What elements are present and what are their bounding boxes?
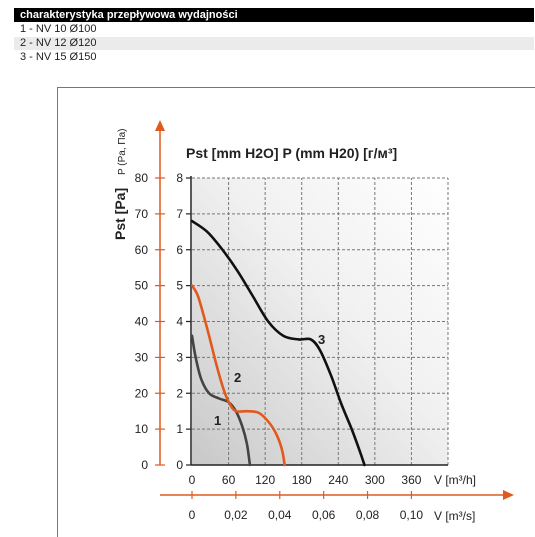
- curve-label-2: 2: [234, 370, 241, 385]
- x2-tick-label: 0,02: [224, 508, 248, 522]
- x-tick-label: 180: [292, 473, 312, 487]
- series-group: [190, 219, 366, 467]
- x2-tick-label: 0,06: [312, 508, 336, 522]
- x2-tick-label: 0: [189, 508, 196, 522]
- y-axis-label-alt: P (Pa, Па): [117, 129, 128, 175]
- x-tick-label: 360: [401, 473, 421, 487]
- y-tick-label-mm: 8: [176, 171, 183, 185]
- y-tick-label-pa: 60: [135, 243, 149, 257]
- series-curve-3: [190, 219, 366, 467]
- y-tick-label-pa: 40: [135, 315, 149, 329]
- axes: [155, 120, 514, 500]
- x-axis-arrow: [503, 490, 514, 500]
- legend-row-2: 2 - NV 12 Ø120: [14, 37, 534, 50]
- chart-title-main: Pst [mm H2O] P (mm H20) [г/м³]: [186, 145, 397, 161]
- x2-tick-label: 0,10: [400, 508, 424, 522]
- legend-row-1: 1 - NV 10 Ø100: [20, 23, 97, 35]
- y-axis-arrow: [155, 120, 165, 131]
- y-tick-label-mm: 7: [176, 207, 183, 221]
- x-tick-label: 60: [222, 473, 236, 487]
- curve-label-1: 1: [214, 413, 221, 428]
- y-tick-label-mm: 0: [176, 458, 183, 472]
- x2-tick-label: 0,04: [268, 508, 292, 522]
- y-tick-label-pa: 80: [135, 171, 149, 185]
- y-axis-label: Pst [Pa]: [112, 188, 128, 240]
- y-tick-label-pa: 70: [135, 207, 149, 221]
- x2-axis-label: V [m³/s]: [434, 509, 475, 523]
- y-tick-label-mm: 5: [176, 279, 183, 293]
- y-tick-label-pa: 10: [135, 422, 149, 436]
- y-tick-label-mm: 2: [176, 386, 183, 400]
- section-header: charakterystyka przepływowa wydajności: [14, 8, 534, 22]
- x-tick-label: 300: [365, 473, 385, 487]
- series-curve-2: [190, 284, 286, 467]
- grid-lines: [192, 177, 449, 465]
- y-tick-label-pa: 50: [135, 279, 149, 293]
- series-curve-1: [190, 334, 252, 467]
- y-tick-label-mm: 3: [176, 350, 183, 364]
- y-tick-label-pa: 30: [135, 350, 149, 364]
- x-tick-label: 240: [328, 473, 348, 487]
- x2-tick-label: 0,08: [356, 508, 380, 522]
- x-tick-label: 0: [189, 473, 196, 487]
- x-tick-label: 120: [255, 473, 275, 487]
- y-tick-label-pa: 0: [141, 458, 148, 472]
- y-tick-label-pa: 20: [135, 386, 149, 400]
- curve-label-3: 3: [318, 332, 325, 347]
- x-axis-label: V [m³/h]: [434, 473, 476, 487]
- y-tick-label-mm: 1: [176, 422, 183, 436]
- y-tick-label-mm: 6: [176, 243, 183, 257]
- y-tick-label-mm: 4: [176, 315, 183, 329]
- chart-frame: [57, 87, 535, 537]
- legend-row-3: 3 - NV 15 Ø150: [20, 51, 97, 63]
